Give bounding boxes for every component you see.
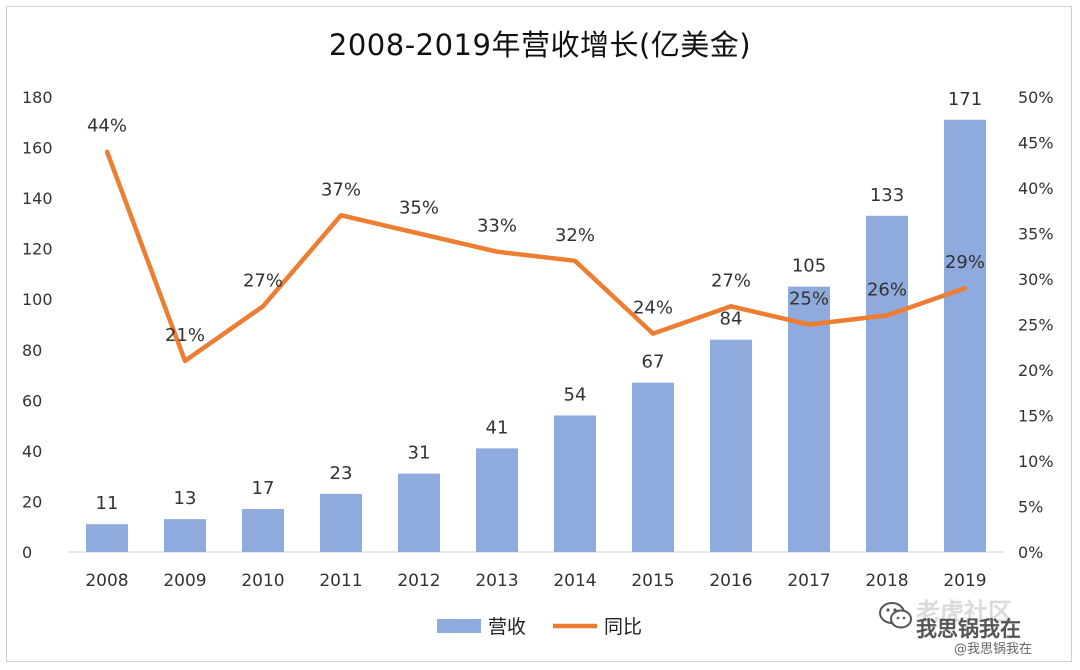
legend-label-revenue: 营收	[488, 616, 526, 638]
y-right-tick-label: 35%	[1018, 225, 1054, 244]
bar-value-label: 13	[174, 488, 197, 509]
y-left-tick-label: 40	[22, 442, 42, 461]
bar-value-label: 84	[720, 309, 743, 330]
bar-value-label: 171	[948, 89, 982, 110]
line-point	[807, 322, 811, 327]
y-left-tick-label: 120	[22, 240, 53, 259]
y-right-tick-label: 50%	[1018, 88, 1054, 107]
bar-value-label: 54	[564, 385, 587, 406]
x-tick-label: 2009	[163, 571, 206, 591]
line-point	[651, 331, 655, 336]
line-value-label: 21%	[165, 325, 205, 346]
line-point	[105, 149, 109, 154]
x-tick-label: 2013	[475, 571, 518, 591]
bar	[788, 286, 830, 552]
watermark-community: 老虎社区	[916, 598, 1012, 626]
wechat-icon	[879, 602, 912, 629]
growth-line	[104, 150, 966, 364]
bar	[866, 215, 908, 553]
line-value-label: 27%	[711, 270, 751, 291]
y-left-tick-label: 0	[22, 543, 32, 562]
y-right-tick-label: 25%	[1018, 316, 1054, 335]
line-value-label: 32%	[555, 225, 595, 246]
bar-value-label: 11	[96, 493, 119, 514]
watermark-author: 我思锅我在	[916, 617, 1021, 641]
y-right-tick-label: 0%	[1018, 543, 1043, 562]
bar	[164, 519, 206, 552]
line-point	[573, 258, 577, 263]
line-point	[495, 249, 499, 254]
bar-value-label: 17	[252, 478, 275, 499]
legend-swatch-revenue	[437, 619, 481, 633]
y-right-tick-label: 20%	[1018, 361, 1054, 380]
line-point	[963, 286, 967, 291]
line-value-label: 27%	[243, 270, 283, 291]
y-right-tick-label: 40%	[1018, 179, 1054, 198]
x-tick-label: 2008	[85, 571, 128, 591]
y-left-tick-label: 80	[22, 341, 42, 360]
y-left-tick-label: 180	[22, 88, 53, 107]
x-tick-label: 2019	[943, 571, 986, 591]
bar	[944, 119, 986, 552]
bar-value-label: 23	[330, 463, 353, 484]
watermark: 老虎社区 我思锅我在 @我思锅我在	[876, 588, 1076, 663]
y-right-tick-label: 10%	[1018, 452, 1054, 471]
line-point	[261, 304, 265, 309]
line-point	[729, 304, 733, 309]
line-point	[183, 358, 187, 363]
bar-value-label: 133	[870, 185, 904, 206]
bar-value-label: 31	[408, 443, 431, 464]
line-point	[339, 213, 343, 218]
chart-title: 2008-2019年营收增长(亿美金)	[328, 28, 752, 62]
x-tick-label: 2015	[631, 571, 674, 591]
y-right-tick-label: 15%	[1018, 407, 1054, 426]
y-left-tick-label: 160	[22, 139, 53, 158]
bar-value-label: 67	[642, 352, 665, 373]
bar	[554, 415, 596, 552]
line-value-label: 25%	[789, 289, 829, 310]
legend-label-yoy: 同比	[604, 616, 642, 638]
line-value-label: 29%	[945, 252, 985, 273]
bar-value-label: 105	[792, 256, 826, 277]
y-right-tick-label: 45%	[1018, 134, 1054, 153]
bar	[320, 493, 362, 552]
x-tick-label: 2011	[319, 571, 362, 591]
line-value-label: 33%	[477, 216, 517, 237]
line-point	[417, 231, 421, 236]
y-left-tick-label: 100	[22, 290, 53, 309]
bar	[632, 382, 674, 552]
watermark-handle: @我思锅我在	[954, 642, 1033, 657]
bar	[398, 473, 440, 552]
x-tick-label: 2018	[865, 571, 908, 591]
line-value-label: 35%	[399, 198, 439, 219]
line-value-label: 37%	[321, 179, 361, 200]
bar	[476, 448, 518, 552]
x-tick-label: 2016	[709, 571, 752, 591]
x-tick-label: 2014	[553, 571, 596, 591]
x-tick-label: 2017	[787, 571, 830, 591]
line-value-label: 44%	[87, 116, 127, 137]
bar	[86, 524, 128, 552]
bar	[710, 339, 752, 552]
y-left-tick-label: 20	[22, 492, 42, 511]
bar	[242, 509, 284, 552]
y-right-tick-label: 30%	[1018, 270, 1054, 289]
line-value-label: 26%	[867, 279, 907, 300]
x-tick-label: 2012	[397, 571, 440, 591]
line-value-label: 24%	[633, 298, 673, 319]
y-left-tick-label: 60	[22, 391, 42, 410]
y-left-tick-label: 140	[22, 189, 53, 208]
bar-value-label: 41	[486, 417, 509, 438]
line-point	[885, 313, 889, 318]
x-tick-label: 2010	[241, 571, 284, 591]
y-right-tick-label: 5%	[1018, 498, 1043, 517]
